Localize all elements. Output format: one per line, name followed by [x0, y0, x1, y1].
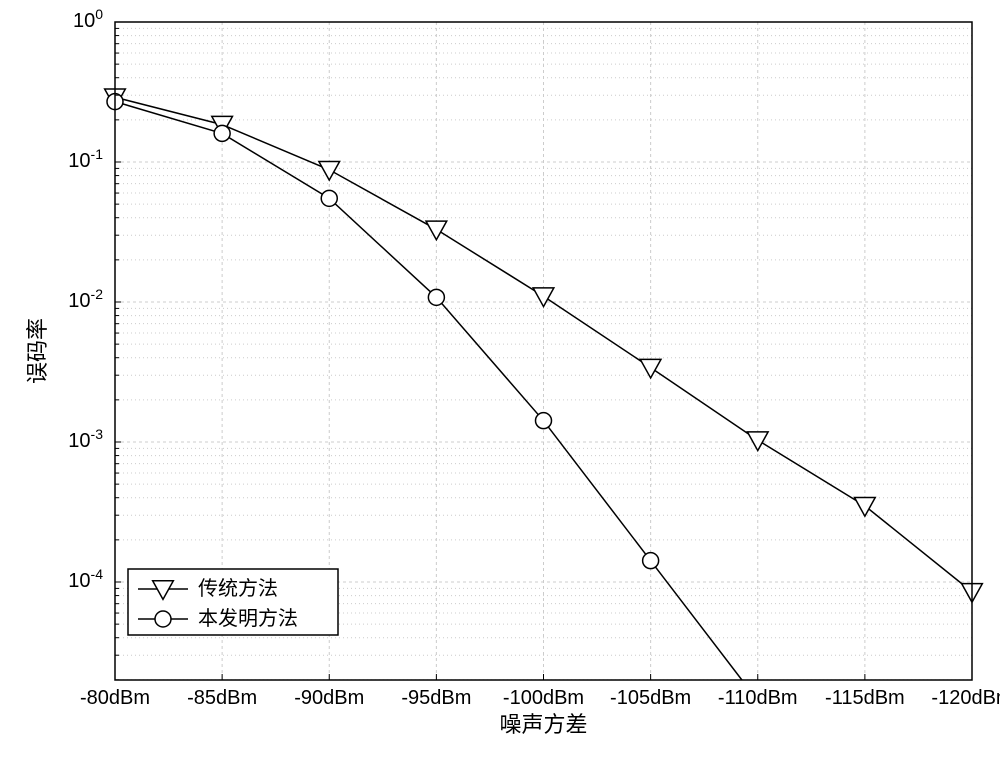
x-tick-label: -100dBm — [503, 687, 584, 709]
x-axis-label: 噪声方差 — [499, 712, 587, 737]
chart-svg: -80dBm -85dBm -90dBm -95dBm -100dBm -105dBm -1… — [0, 0, 1000, 757]
y-tick-label: 10-4 — [68, 566, 103, 592]
x-tick-label: -85dBm — [187, 687, 257, 709]
x-tick-label: -120dBm — [931, 687, 1000, 709]
legend-label: 本发明方法 — [198, 607, 298, 630]
x-tick-label: -95dBm — [401, 687, 471, 709]
legend-label: 传统方法 — [198, 577, 278, 600]
y-tick-label: 10-3 — [68, 426, 103, 452]
y-axis-label: 误码率 — [25, 318, 50, 384]
x-tick-label: -105dBm — [610, 687, 691, 709]
y-tick-label: 10-2 — [68, 286, 103, 312]
x-tick-label: -115dBm — [825, 687, 905, 709]
x-tick-label: -110dBm — [718, 687, 798, 709]
ber-chart: -80dBm -85dBm -90dBm -95dBm -100dBm -105dBm -1… — [0, 0, 1000, 757]
x-tick-label: -90dBm — [294, 687, 364, 709]
y-tick-label: 100 — [73, 6, 103, 32]
y-tick-label: 10-1 — [68, 146, 103, 172]
x-tick-label: -80dBm — [80, 687, 150, 709]
